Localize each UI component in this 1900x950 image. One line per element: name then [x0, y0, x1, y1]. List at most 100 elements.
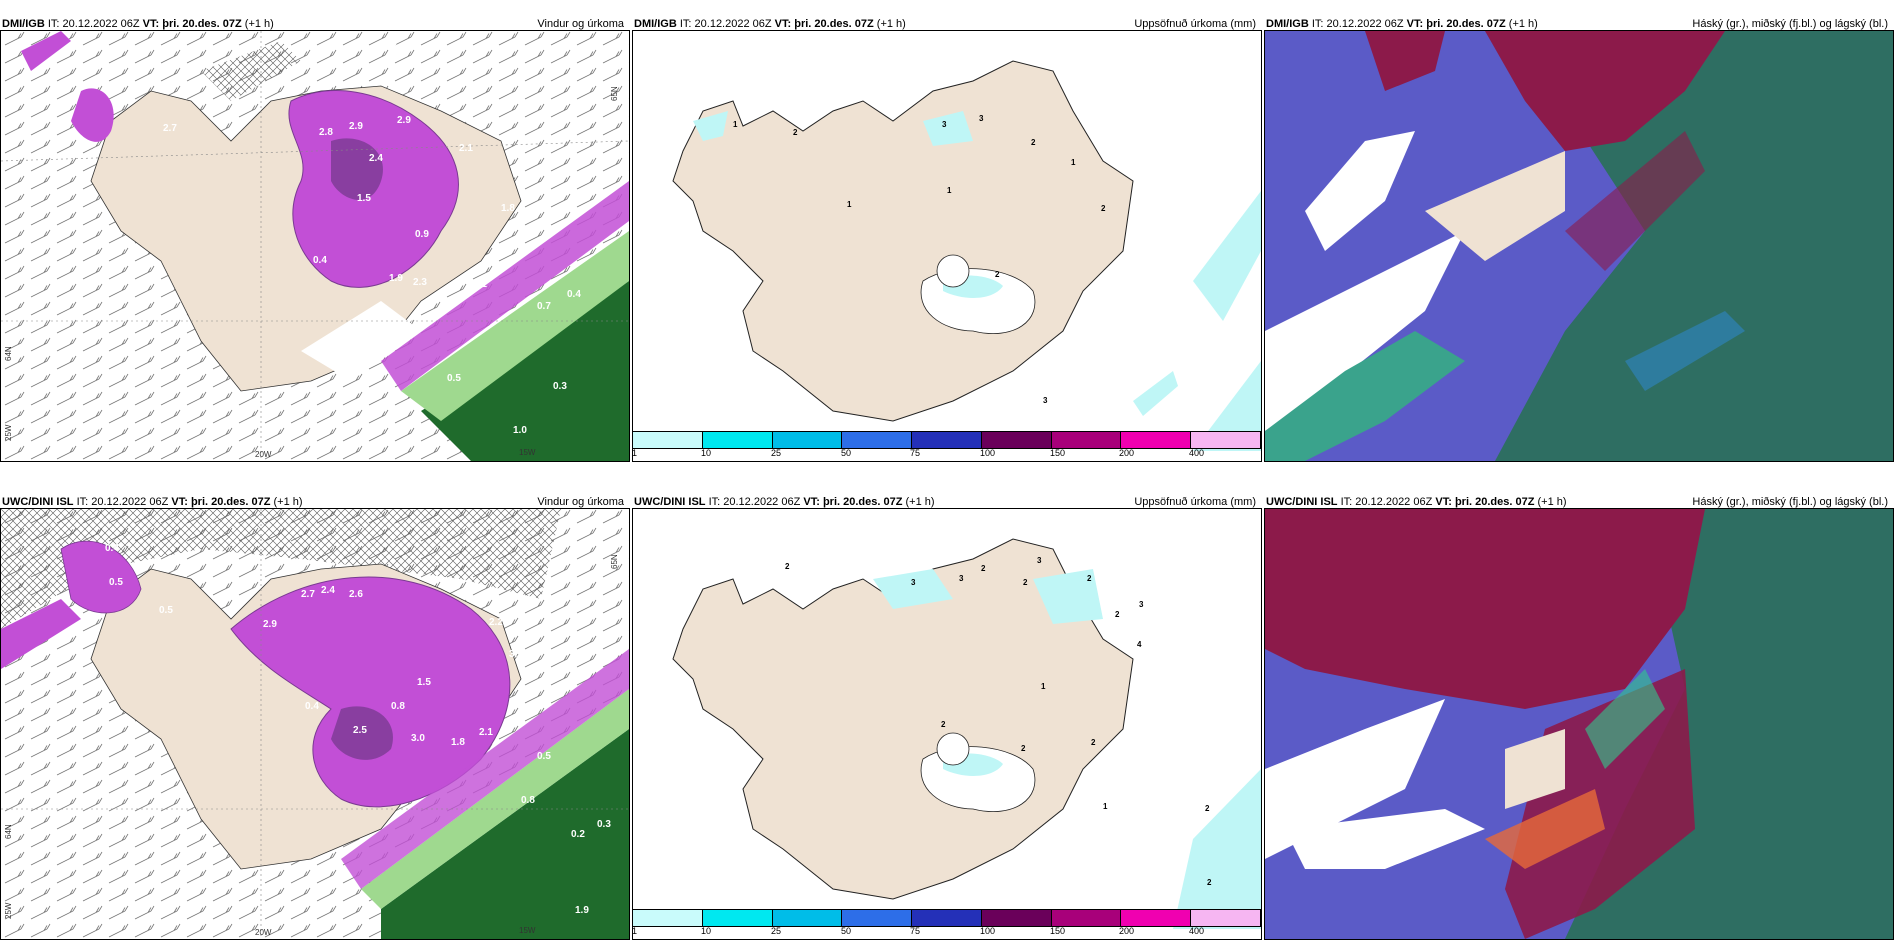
product-title: Háský (gr.), miðský (fj.bl.) og lágský (…: [1692, 496, 1888, 508]
value-label: 2: [785, 562, 790, 571]
value-label: 2.9: [263, 619, 277, 630]
value-label: 0.4: [567, 289, 581, 300]
init-time: 20.12.2022 06Z: [694, 18, 772, 30]
panel-dmi-clouds: DMI/IGB IT: 20.12.2022 06Z VT: þri. 20.d…: [1264, 14, 1894, 462]
value-label: 2.2: [489, 617, 503, 628]
colorbar-tick: 50: [841, 926, 852, 936]
value-label: 3: [1037, 556, 1042, 565]
colorbar-swatch: [842, 432, 913, 448]
value-label: 0.3: [597, 819, 611, 830]
lead-time: (+1 h): [1537, 496, 1567, 508]
model-name: UWC/DINI ISL: [1266, 496, 1338, 508]
precip-value-labels: 0.3 2.7 2.9 2.9 2.8 2.4 2.1 1.5 1.8 2.3 …: [163, 41, 581, 436]
value-label: 2.1: [473, 279, 487, 290]
map-frame: 2 3 3 2 3 2 2 2 3 4 1 2 2 2 1 2 2: [632, 508, 1262, 940]
model-name: DMI/IGB: [2, 18, 45, 30]
colorbar-tick: 10: [701, 448, 712, 458]
value-label: 1.8: [501, 203, 515, 214]
it-label: IT:: [47, 18, 60, 30]
vt-label: VT:: [774, 18, 792, 30]
init-time: 20.12.2022 06Z: [1326, 18, 1404, 30]
value-label: 2.7: [301, 589, 315, 600]
lat-label-65n: 65N: [610, 554, 619, 569]
colorbar-swatch: [981, 910, 1052, 926]
value-label: 1: [1071, 158, 1076, 167]
value-label: 2: [995, 270, 1000, 279]
colorbar-tick: 200: [1119, 926, 1135, 936]
cloud-map: [1265, 31, 1893, 461]
lon-label-15w: 15W: [519, 448, 536, 457]
map-frame: 65N 64N 25W 20W 15W 0.4 0.5 0.5 2.9 2.7 …: [0, 508, 630, 940]
value-label: 0.9: [415, 229, 429, 240]
valid-time: þri. 20.des. 07Z: [794, 18, 874, 30]
colorbar-swatch: [633, 432, 703, 448]
lead-time: (+1 h): [244, 18, 274, 30]
colorbar-tick: 400: [1189, 926, 1205, 936]
colorbar-tick: 400: [1189, 448, 1205, 458]
value-label: 1: [733, 120, 738, 129]
colorbar-tick: 1: [632, 448, 638, 458]
value-label: 2: [1031, 138, 1036, 147]
colorbar-tick: 150: [1050, 926, 1066, 936]
value-label: 0.4: [305, 701, 319, 712]
colorbar-tick: 75: [910, 448, 921, 458]
value-label: 2: [1087, 574, 1092, 583]
value-label: 2: [1115, 610, 1120, 619]
valid-time: þri. 20.des. 07Z: [190, 496, 271, 508]
product-title: Uppsöfnuð úrkoma (mm): [1134, 496, 1256, 508]
map-frame: [1264, 30, 1894, 462]
colorbar-swatch: [912, 910, 982, 926]
panel-uwc-wind-precip: UWC/DINI ISL IT: 20.12.2022 06Z VT: þri.…: [0, 492, 630, 940]
value-label: 3: [959, 574, 964, 583]
valid-time: þri. 20.des. 07Z: [1454, 496, 1535, 508]
value-label: 2.9: [349, 121, 363, 132]
panel-header: DMI/IGB IT: 20.12.2022 06Z VT: þri. 20.d…: [634, 18, 906, 30]
value-label: 0.3: [553, 381, 567, 392]
value-label: 0.5: [537, 751, 551, 762]
colorbar-swatch: [1191, 432, 1261, 448]
value-label: 2.3: [413, 277, 427, 288]
init-time: 20.12.2022 06Z: [723, 496, 801, 508]
lon-label-25w: 25W: [4, 902, 13, 919]
init-time: 20.12.2022 06Z: [91, 496, 169, 508]
model-name: DMI/IGB: [1266, 18, 1309, 30]
accum-precip-map: 2 3 3 2 3 2 2 2 3 4 1 2 2 2 1 2 2: [633, 509, 1261, 939]
lead-time: (+1 h): [876, 18, 906, 30]
vt-label: VT:: [171, 496, 188, 508]
colorbar-tick: 100: [980, 448, 996, 458]
value-label: 4: [1137, 640, 1142, 649]
accum-value-labels: 2 3 3 2 3 2 2 2 3 4 1 2 2 2 1 2 2: [785, 556, 1212, 887]
colorbar-swatches: [633, 909, 1261, 927]
value-label: 3.5: [509, 649, 523, 660]
colorbar-swatch: [702, 910, 773, 926]
value-label: 2: [981, 564, 986, 573]
value-label: 3: [911, 578, 916, 587]
map-frame: [1264, 508, 1894, 940]
panel-uwc-clouds: UWC/DINI ISL IT: 20.12.2022 06Z VT: þri.…: [1264, 492, 1894, 940]
colorbar-tick: 75: [910, 926, 921, 936]
panel-dmi-wind-precip: DMI/IGB IT: 20.12.2022 06Z VT: þri. 20.d…: [0, 14, 630, 462]
value-label: 2.1: [479, 727, 493, 738]
value-label: 2: [1021, 744, 1026, 753]
lon-label-20w: 20W: [255, 928, 272, 937]
value-label: 1: [1103, 802, 1108, 811]
lead-time: (+1 h): [905, 496, 935, 508]
vt-label: VT:: [803, 496, 820, 508]
vt-label: VT:: [1435, 496, 1452, 508]
value-label: 0.5: [109, 577, 123, 588]
value-label: 0.8: [391, 701, 405, 712]
value-label: 2.6: [349, 589, 363, 600]
value-label: 2: [1101, 204, 1106, 213]
it-label: IT:: [76, 496, 89, 508]
value-label: 0.8: [521, 795, 535, 806]
colorbar: 1 10 25 50 75 100 150 200 400: [633, 431, 1261, 461]
product-title: Vindur og úrkoma: [537, 496, 624, 508]
value-label: 1.9: [575, 905, 589, 916]
map-frame: 1 2 3 3 2 1 1 1 2 2 3: [632, 30, 1262, 462]
colorbar-ticks: 1 10 25 50 75 100 150 200 400: [633, 448, 1261, 460]
value-label: 2: [941, 720, 946, 729]
value-label: 3: [1043, 396, 1048, 405]
colorbar-swatch: [912, 432, 982, 448]
colorbar-swatch: [702, 432, 773, 448]
colorbar-swatch: [842, 910, 913, 926]
